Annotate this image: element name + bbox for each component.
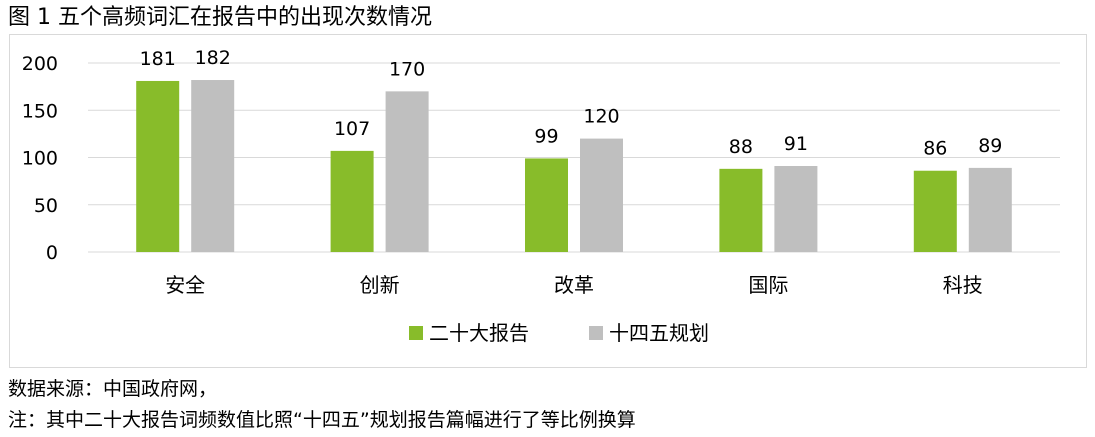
category-label: 国际 xyxy=(748,273,788,297)
data-label: 88 xyxy=(729,136,753,158)
bar-科技-十四五规划 xyxy=(968,167,1012,252)
bar-安全-十四五规划 xyxy=(191,80,235,252)
bar-国际-二十大报告 xyxy=(719,168,763,252)
legend-swatch xyxy=(409,326,423,340)
data-label: 86 xyxy=(923,138,947,160)
bar-科技-二十大报告 xyxy=(913,170,957,252)
y-tick-label: 200 xyxy=(22,53,58,75)
category-label: 创新 xyxy=(360,273,400,297)
category-label: 改革 xyxy=(554,273,594,297)
legend-swatch xyxy=(589,326,603,340)
data-label: 181 xyxy=(140,48,176,70)
y-tick-label: 100 xyxy=(22,148,58,170)
y-tick-label: 50 xyxy=(34,195,58,217)
bar-改革-十四五规划 xyxy=(580,138,623,252)
legend-label: 十四五规划 xyxy=(609,321,709,345)
chart-title: 图 1 五个高频词汇在报告中的出现次数情况 xyxy=(8,5,432,30)
chart-frame xyxy=(9,34,1087,368)
category-label: 科技 xyxy=(943,273,983,297)
data-label: 89 xyxy=(978,135,1002,157)
data-label: 99 xyxy=(534,125,558,147)
data-label: 170 xyxy=(389,58,425,80)
data-label: 107 xyxy=(334,118,370,140)
bar-改革-二十大报告 xyxy=(525,158,568,252)
bar-创新-二十大报告 xyxy=(330,150,374,252)
data-label: 120 xyxy=(583,106,619,128)
legend-label: 二十大报告 xyxy=(429,321,529,345)
y-tick-label: 0 xyxy=(46,242,58,264)
bar-chart: 0 50 100 150 200 181 182 安全 107 170 创新 99 120 改革 88 91 国… xyxy=(22,47,1060,345)
bar-安全-二十大报告 xyxy=(136,80,180,252)
y-tick-label: 150 xyxy=(22,100,58,122)
bar-创新-十四五规划 xyxy=(385,91,429,252)
footnote: 注：其中二十大报告词频数值比照“十四五”规划报告篇幅进行了等比例换算 xyxy=(8,409,636,431)
source-note: 数据来源：中国政府网， xyxy=(8,378,218,400)
bar-国际-十四五规划 xyxy=(774,166,818,252)
data-label: 182 xyxy=(195,47,231,69)
data-label: 91 xyxy=(784,133,808,155)
category-label: 安全 xyxy=(165,273,205,297)
